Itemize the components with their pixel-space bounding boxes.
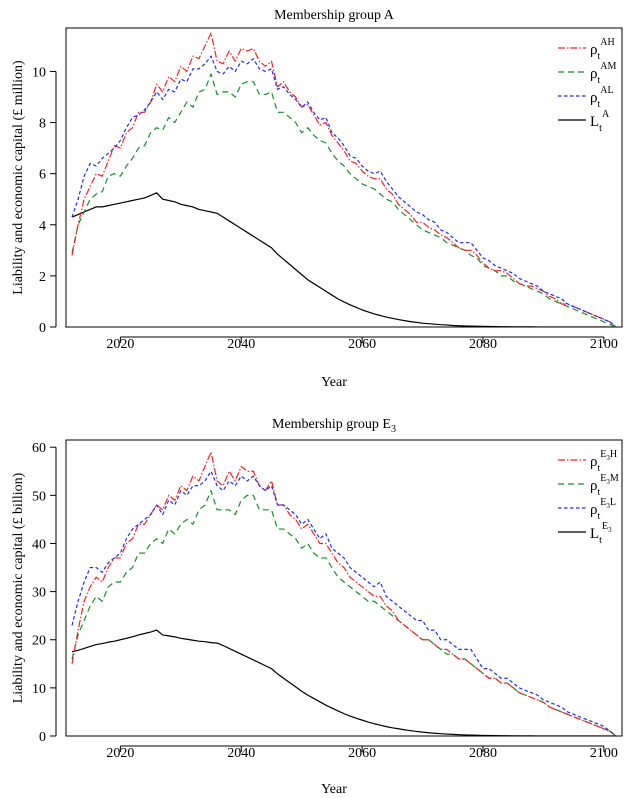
legend-subscript: t [598, 99, 601, 110]
series-line-ρtAM [71, 73, 617, 327]
legend-symbol: ρ [590, 42, 598, 58]
legend-subscript: t [598, 487, 601, 498]
legend-superscript: E [602, 521, 608, 532]
legend-label-ρtAM: ρt AM [590, 61, 617, 86]
legend-superscript-subscript: 3 [606, 454, 610, 462]
x-tick-label: 2080 [469, 337, 497, 352]
legend-superscript: AM [600, 61, 616, 72]
chart-title: Membership group A [274, 8, 395, 23]
legend-label-ρtE3H: ρtE3H [590, 449, 617, 474]
legend-label-ρtAL: ρt AL [590, 85, 614, 110]
legend-subscript: t [599, 535, 602, 546]
series-line-ρtE3H [71, 451, 617, 736]
legend-subscript: t [598, 75, 601, 86]
x-axis-label: Year [321, 375, 347, 390]
chart-title: Membership group E3 [272, 417, 396, 435]
legend-superscript-subscript: 3 [608, 526, 612, 534]
y-tick-label: 6 [39, 168, 46, 183]
chart-panel-1: Membership group A 2020 2040 2060 2080 2100 0 2… [11, 8, 623, 390]
y-tick-label: 4 [39, 219, 46, 234]
legend-symbol: L [590, 114, 599, 130]
legend-superscript-tail: M [610, 473, 619, 484]
y-tick-label: 2 [39, 270, 46, 285]
legend-label-ρtE3L: ρtE3L [590, 497, 616, 522]
legend-label-LtA: LtA [590, 109, 610, 134]
legend-subscript: t [599, 123, 602, 134]
legend-superscript: A [602, 109, 610, 120]
y-tick-label: 8 [39, 117, 46, 132]
legend-superscript: AH [600, 37, 614, 48]
plot-frame [65, 439, 623, 737]
chart-title-main: Membership group E [272, 417, 391, 432]
plot-frame [65, 27, 623, 328]
x-tick-label: 2020 [106, 746, 134, 761]
legend-symbol: ρ [590, 502, 598, 518]
x-tick-label: 2100 [590, 337, 618, 352]
legend-superscript-tail: H [610, 449, 617, 460]
legend-superscript-subscript: 3 [606, 478, 610, 486]
y-axis-label: Liability and economic capital (£ billio… [11, 472, 26, 703]
legend-label-LtE3: LtE3 [590, 521, 612, 546]
series-line-ρtAL [71, 55, 617, 327]
legend-subscript: t [598, 463, 601, 474]
legend-symbol: ρ [590, 454, 598, 470]
x-tick-label: 2060 [348, 746, 376, 761]
y-tick-label: 30 [32, 586, 46, 601]
legend-label-ρtAH: ρt AH [590, 37, 615, 62]
x-tick-label: 2100 [590, 746, 618, 761]
x-axis-label: Year [321, 782, 347, 797]
y-tick-label: 0 [39, 321, 46, 336]
legend-superscript: AL [600, 85, 613, 96]
y-tick-label: 10 [32, 65, 46, 80]
legend-label-ρtE3M: ρtE3M [590, 473, 619, 498]
legend-subscript: t [598, 51, 601, 62]
legend-symbol: ρ [590, 66, 598, 82]
x-tick-label: 2020 [106, 337, 134, 352]
y-tick-label: 40 [32, 537, 46, 552]
legend-symbol: ρ [590, 478, 598, 494]
legend-superscript: E [600, 497, 606, 508]
chart-title-subscript: 3 [391, 424, 396, 435]
legend-superscript: E [600, 449, 606, 460]
y-axis-label: Liability and economic capital (£ millio… [11, 60, 26, 295]
series-line-LtE3 [71, 629, 616, 736]
y-tick-label: 20 [32, 634, 46, 649]
x-tick-label: 2060 [348, 337, 376, 352]
x-tick-label: 2040 [227, 337, 255, 352]
series-line-ρtE3L [71, 470, 617, 736]
series-line-LtA [71, 192, 616, 327]
x-tick-label: 2080 [469, 746, 497, 761]
legend-superscript-tail: L [610, 497, 616, 508]
y-tick-label: 10 [32, 682, 46, 697]
legend-superscript: E [600, 473, 606, 484]
series-line-ρtAH [71, 32, 617, 327]
x-tick-label: 2040 [227, 746, 255, 761]
y-tick-label: 60 [32, 441, 46, 456]
y-tick-label: 50 [32, 489, 46, 504]
legend-symbol: ρ [590, 90, 598, 106]
y-tick-label: 0 [39, 730, 46, 745]
legend-subscript: t [598, 511, 601, 522]
legend-superscript-subscript: 3 [606, 502, 610, 510]
legend-symbol: L [590, 526, 599, 542]
